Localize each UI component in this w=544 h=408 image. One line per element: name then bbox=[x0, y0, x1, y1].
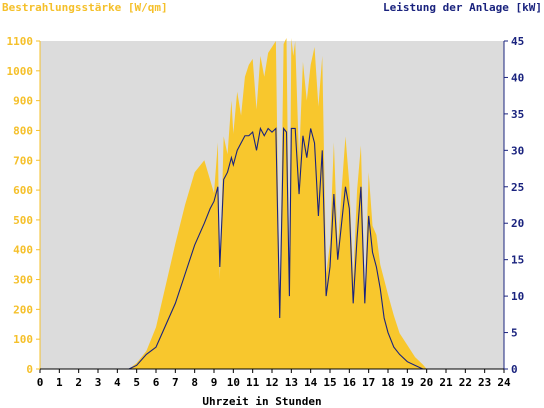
x-tick-label: 3 bbox=[95, 376, 102, 389]
right-tick-label: 5 bbox=[511, 327, 518, 340]
left-axis-title: Bestrahlungsstärke [W/qm] bbox=[2, 1, 168, 14]
right-tick-label: 20 bbox=[511, 217, 524, 230]
left-tick-label: 300 bbox=[13, 274, 33, 287]
right-tick-label: 35 bbox=[511, 108, 524, 121]
x-axis-title: Uhrzeit in Stunden bbox=[202, 395, 321, 408]
x-tick-label: 4 bbox=[114, 376, 121, 389]
right-tick-label: 0 bbox=[511, 363, 518, 376]
x-tick-label: 17 bbox=[362, 376, 375, 389]
x-tick-label: 14 bbox=[304, 376, 318, 389]
x-tick-label: 6 bbox=[153, 376, 160, 389]
left-tick-label: 0 bbox=[26, 363, 33, 376]
x-tick-label: 24 bbox=[497, 376, 511, 389]
x-tick-label: 10 bbox=[227, 376, 240, 389]
left-tick-label: 100 bbox=[13, 333, 33, 346]
x-tick-label: 11 bbox=[246, 376, 260, 389]
x-tick-label: 8 bbox=[191, 376, 198, 389]
x-tick-label: 5 bbox=[133, 376, 140, 389]
right-tick-label: 30 bbox=[511, 144, 524, 157]
x-tick-label: 21 bbox=[439, 376, 453, 389]
x-tick-label: 2 bbox=[75, 376, 82, 389]
right-tick-label: 10 bbox=[511, 290, 524, 303]
x-tick-label: 22 bbox=[459, 376, 472, 389]
right-tick-label: 45 bbox=[511, 35, 524, 48]
left-tick-label: 1000 bbox=[7, 65, 34, 78]
irradiance-area bbox=[40, 38, 504, 370]
x-tick-label: 19 bbox=[401, 376, 414, 389]
x-tick-label: 7 bbox=[172, 376, 179, 389]
x-tick-label: 15 bbox=[323, 376, 336, 389]
left-tick-label: 700 bbox=[13, 154, 33, 167]
left-tick-label: 500 bbox=[13, 214, 33, 227]
x-tick-label: 0 bbox=[37, 376, 44, 389]
right-axis-title: Leistung der Anlage [kW] bbox=[383, 1, 542, 14]
left-tick-label: 800 bbox=[13, 124, 33, 137]
x-tick-label: 1 bbox=[56, 376, 63, 389]
left-tick-label: 400 bbox=[13, 244, 33, 257]
x-tick-label: 16 bbox=[343, 376, 357, 389]
x-tick-label: 18 bbox=[381, 376, 394, 389]
left-tick-label: 200 bbox=[13, 303, 33, 316]
x-tick-label: 9 bbox=[211, 376, 218, 389]
x-tick-label: 23 bbox=[478, 376, 491, 389]
right-tick-label: 15 bbox=[511, 254, 524, 267]
x-tick-label: 20 bbox=[420, 376, 433, 389]
left-tick-label: 1100 bbox=[7, 35, 34, 48]
x-tick-label: 13 bbox=[285, 376, 298, 389]
right-tick-label: 40 bbox=[511, 71, 524, 84]
left-tick-label: 600 bbox=[13, 184, 33, 197]
left-tick-label: 900 bbox=[13, 95, 33, 108]
x-tick-label: 12 bbox=[265, 376, 278, 389]
right-tick-label: 25 bbox=[511, 181, 524, 194]
power-line bbox=[40, 126, 504, 370]
